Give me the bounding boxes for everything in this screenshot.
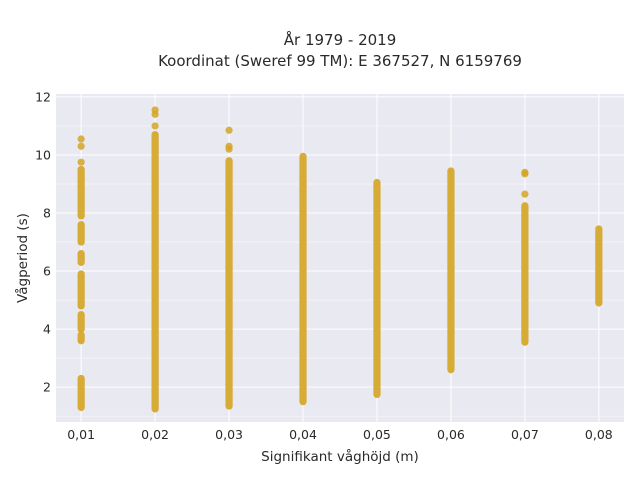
data-point xyxy=(151,106,159,114)
data-point-cluster xyxy=(77,331,85,345)
x-tick-label: 0,06 xyxy=(437,427,465,442)
x-axis-label: Signifikant våghöjd (m) xyxy=(261,448,419,465)
x-tick-labels: 0,01 0,02 0,03 0,04 0,05 0,06 0,07 0,08 xyxy=(67,427,613,442)
data-point-cluster xyxy=(521,202,529,346)
data-point-cluster xyxy=(77,221,85,246)
y-tick-label: 10 xyxy=(35,147,51,162)
x-tick-label: 0,08 xyxy=(585,427,613,442)
y-tick-label: 4 xyxy=(43,322,51,337)
data-points xyxy=(77,106,603,413)
data-point-cluster xyxy=(373,178,381,399)
y-tick-label: 6 xyxy=(43,264,51,279)
y-tick-label: 8 xyxy=(43,206,51,221)
data-point-cluster xyxy=(77,250,85,266)
data-point-cluster xyxy=(447,167,455,374)
x-tick-label: 0,02 xyxy=(141,427,169,442)
data-point-cluster xyxy=(77,165,85,220)
data-point-cluster xyxy=(77,374,85,412)
x-tick-label: 0,04 xyxy=(289,427,317,442)
data-point xyxy=(521,190,529,198)
data-point-cluster xyxy=(299,152,307,406)
y-tick-labels: 2 4 6 8 10 12 xyxy=(35,89,51,394)
data-point-cluster xyxy=(77,311,85,333)
x-tick-label: 0,07 xyxy=(511,427,539,442)
data-point xyxy=(225,126,233,134)
x-tick-label: 0,05 xyxy=(363,427,391,442)
data-point-cluster xyxy=(151,131,159,413)
data-point-cluster xyxy=(77,270,85,310)
chart-title: År 1979 - 2019 xyxy=(284,30,397,49)
x-tick-label: 0,03 xyxy=(215,427,243,442)
chart-subtitle: Koordinat (Sweref 99 TM): E 367527, N 61… xyxy=(158,52,522,70)
data-point xyxy=(521,168,529,176)
data-point-cluster xyxy=(595,225,603,307)
data-point xyxy=(151,122,159,130)
data-point xyxy=(77,142,85,150)
x-tick-label: 0,01 xyxy=(67,427,95,442)
y-tick-label: 12 xyxy=(35,89,51,104)
data-point xyxy=(225,142,233,150)
plot-area xyxy=(56,94,624,422)
data-point-cluster xyxy=(225,157,233,410)
data-point xyxy=(77,158,85,166)
data-point xyxy=(77,135,85,143)
y-axis-label: Vågperiod (s) xyxy=(14,213,31,303)
y-tick-label: 2 xyxy=(43,380,51,395)
